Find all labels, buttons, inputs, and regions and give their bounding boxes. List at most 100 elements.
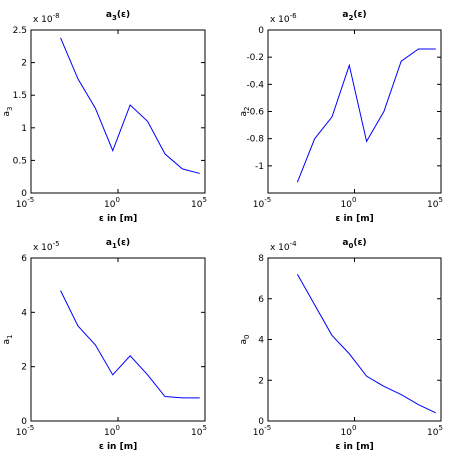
x-tick-label: 105 bbox=[191, 196, 207, 210]
axes-box bbox=[30, 257, 206, 422]
x-tick-label: 100 bbox=[104, 424, 120, 438]
y-tick-label: 2.5 bbox=[13, 26, 27, 36]
ylabel-sub: 0 bbox=[243, 335, 251, 339]
tick-base: 10 bbox=[427, 200, 439, 210]
tick-exp: 5 bbox=[202, 196, 206, 204]
tick-exp: 5 bbox=[438, 424, 442, 432]
x-tick-label: 10-5 bbox=[16, 196, 34, 210]
x-tick-label: 10-5 bbox=[253, 196, 271, 210]
title-tail: (ε) bbox=[117, 10, 130, 20]
axis-multiplier: x 10-5 bbox=[33, 240, 60, 253]
multiplier-base: x 10 bbox=[270, 15, 290, 25]
title-base: a bbox=[342, 238, 348, 248]
tick-exp: 0 bbox=[115, 196, 119, 204]
multiplier-base: x 10 bbox=[33, 15, 53, 25]
title-sub: 2 bbox=[348, 14, 353, 22]
y-tick-label: 0 bbox=[21, 417, 27, 427]
title-sub: 1 bbox=[112, 242, 117, 250]
y-tick-label: 8 bbox=[258, 254, 264, 264]
data-line bbox=[296, 48, 436, 183]
ylabel-sub: 2 bbox=[243, 107, 251, 111]
data-line bbox=[296, 274, 437, 414]
x-tick-label: 105 bbox=[427, 424, 443, 438]
tick-exp: 0 bbox=[352, 424, 356, 432]
title-sub: 3 bbox=[112, 14, 117, 22]
tick-exp: 5 bbox=[202, 424, 206, 432]
ylabel-base: a bbox=[2, 111, 12, 117]
ylabel-base: a bbox=[2, 339, 12, 345]
y-tick-label: 4 bbox=[258, 336, 264, 346]
tick-base: 10 bbox=[341, 200, 353, 210]
y-tick-label: 0 bbox=[258, 417, 264, 427]
y-tick-label: 1.5 bbox=[13, 91, 27, 101]
tick-exp: -5 bbox=[264, 196, 271, 204]
data-line bbox=[60, 37, 200, 174]
multiplier-exp: -4 bbox=[290, 240, 298, 248]
multiplier-base: x 10 bbox=[33, 243, 53, 253]
y-tick-label: 2 bbox=[21, 363, 27, 373]
ylabel-base: a bbox=[239, 111, 249, 117]
ylabel-sub: 1 bbox=[6, 335, 14, 339]
axis-multiplier: x 10-8 bbox=[33, 12, 60, 25]
y-tick-label: 0 bbox=[258, 26, 264, 36]
y-tick-label: 1 bbox=[21, 124, 27, 134]
tick-exp: 0 bbox=[352, 196, 356, 204]
x-tick-label: 100 bbox=[341, 424, 357, 438]
ylabel-sub: 3 bbox=[6, 107, 14, 111]
y-axis-label: a1 bbox=[2, 335, 14, 345]
y-tick-label: 4 bbox=[21, 308, 27, 318]
x-tick-label: 100 bbox=[104, 196, 120, 210]
title-base: a bbox=[342, 10, 348, 20]
y-tick-label: 0.5 bbox=[13, 156, 27, 166]
axes-box bbox=[30, 29, 206, 194]
y-tick-label: 6 bbox=[21, 254, 27, 264]
tick-base: 10 bbox=[253, 200, 265, 210]
tick-exp: -5 bbox=[264, 424, 271, 432]
y-tick-label: -0.4 bbox=[246, 80, 264, 90]
y-axis-label: a3 bbox=[2, 107, 14, 117]
subplot-title: a1(ε) bbox=[106, 238, 130, 250]
multiplier-exp: -5 bbox=[53, 240, 60, 248]
y-tick-label: -0.2 bbox=[246, 53, 264, 63]
tick-base: 10 bbox=[191, 200, 203, 210]
y-axis-label: a0 bbox=[239, 335, 251, 345]
tick-base: 10 bbox=[253, 428, 265, 438]
title-tail: (ε) bbox=[353, 10, 366, 20]
ylabel-base: a bbox=[239, 339, 249, 345]
y-tick-label: 2 bbox=[21, 59, 27, 69]
x-tick-label: 105 bbox=[427, 196, 443, 210]
subplot-title: a0(ε) bbox=[342, 238, 366, 250]
x-axis-label: ε in [m] bbox=[335, 214, 373, 224]
tick-base: 10 bbox=[104, 428, 116, 438]
x-tick-label: 100 bbox=[341, 196, 357, 210]
tick-base: 10 bbox=[104, 200, 116, 210]
tick-exp: -5 bbox=[27, 196, 34, 204]
y-tick-label: 6 bbox=[258, 295, 264, 305]
title-base: a bbox=[106, 10, 112, 20]
axes-box bbox=[267, 257, 442, 422]
axis-multiplier: x 10-4 bbox=[270, 240, 297, 253]
title-tail: (ε) bbox=[117, 238, 130, 248]
tick-base: 10 bbox=[16, 200, 28, 210]
tick-base: 10 bbox=[427, 428, 439, 438]
x-axis-label: ε in [m] bbox=[335, 442, 373, 452]
x-tick-label: 10-5 bbox=[16, 424, 34, 438]
title-sub: 0 bbox=[348, 242, 353, 250]
tick-exp: -5 bbox=[27, 424, 34, 432]
y-tick-label: 0 bbox=[21, 189, 27, 199]
y-tick-label: -0.8 bbox=[246, 135, 264, 145]
multiplier-exp: -8 bbox=[53, 12, 60, 20]
axes-box bbox=[267, 29, 442, 194]
tick-exp: 5 bbox=[438, 196, 442, 204]
x-tick-label: 10-5 bbox=[253, 424, 271, 438]
tick-base: 10 bbox=[341, 428, 353, 438]
x-tick-label: 105 bbox=[191, 424, 207, 438]
y-tick-label: 2 bbox=[258, 376, 264, 386]
y-axis-label: a2 bbox=[239, 107, 251, 117]
tick-exp: 0 bbox=[115, 424, 119, 432]
